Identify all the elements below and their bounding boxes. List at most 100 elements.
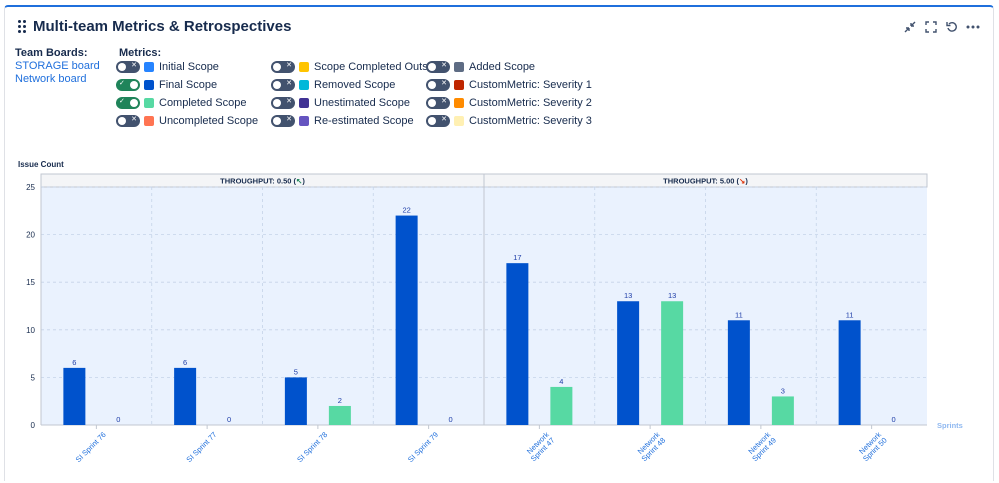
metric-toggle[interactable]: ✕ <box>116 115 140 127</box>
collapse-icon[interactable] <box>901 18 919 36</box>
x-tick-label: NetworkSprint 48 <box>634 430 667 463</box>
refresh-icon[interactable] <box>943 18 961 36</box>
bar-final-scope <box>284 377 307 425</box>
metric-custommetric-severity-1: ✕ CustomMetric: Severity 1 <box>426 77 592 93</box>
metric-final-scope: ✓ Final Scope <box>116 77 217 93</box>
bar-final-scope <box>838 320 861 425</box>
y-tick-label: 25 <box>26 183 35 192</box>
metric-color-swatch <box>144 62 154 72</box>
metric-unestimated-scope: ✕ Unestimated Scope <box>271 95 410 111</box>
close-icon: ✕ <box>441 116 447 123</box>
bar-final-scope <box>63 367 86 425</box>
bar-final-scope <box>395 215 418 425</box>
metric-toggle[interactable]: ✓ <box>116 79 140 91</box>
metric-color-swatch <box>144 116 154 126</box>
x-tick-label: NetworkSprint 50 <box>855 430 888 463</box>
bar-data-label: 11 <box>846 310 854 319</box>
metric-custommetric-severity-3: ✕ CustomMetric: Severity 3 <box>426 113 592 129</box>
throughput-label: THROUGHPUT: 0.50 (↖) <box>220 177 305 186</box>
metric-color-swatch <box>454 80 464 90</box>
bar-data-label: 0 <box>116 415 120 424</box>
metric-toggle[interactable]: ✕ <box>271 115 295 127</box>
bar-data-label: 0 <box>892 415 896 424</box>
metric-toggle[interactable]: ✕ <box>271 79 295 91</box>
close-icon: ✕ <box>286 98 292 105</box>
metric-toggle[interactable]: ✕ <box>426 79 450 91</box>
bar-data-label: 0 <box>449 415 453 424</box>
bar-final-scope <box>727 320 750 425</box>
metric-label: CustomMetric: Severity 1 <box>469 79 592 91</box>
x-tick-label: SI Sprint 76 <box>74 430 108 464</box>
close-icon: ✕ <box>286 80 292 87</box>
issue-count-chart: THROUGHPUT: 0.50 (↖) THROUGHPUT: 5.00 (↘)… <box>26 173 963 464</box>
metric-color-swatch <box>299 62 309 72</box>
metric-toggle[interactable]: ✕ <box>116 61 140 73</box>
metric-scope-completed-outside: ✕ Scope Completed Outside <box>271 59 442 75</box>
metric-added-scope: ✕ Added Scope <box>426 59 535 75</box>
metric-toggle[interactable]: ✕ <box>426 115 450 127</box>
metric-color-swatch <box>299 98 309 108</box>
close-icon: ✕ <box>441 80 447 87</box>
bar-completed-scope <box>328 405 351 425</box>
metric-label: CustomMetric: Severity 2 <box>469 97 592 109</box>
metric-label: Completed Scope <box>159 97 247 109</box>
bar-data-label: 3 <box>781 386 785 395</box>
metrics-panel: Multi-team Metrics & Retrospectives Team… <box>4 5 994 481</box>
bar-data-label: 2 <box>338 396 342 405</box>
team-boards-title: Team Boards: <box>15 47 88 59</box>
panel-header: Multi-team Metrics & Retrospectives <box>5 7 993 47</box>
metric-label: Added Scope <box>469 61 536 73</box>
metric-re-estimated-scope: ✕ Re-estimated Scope <box>271 113 414 129</box>
metric-label: CustomMetric: Severity 3 <box>469 115 592 127</box>
metric-initial-scope: ✕ Initial Scope <box>116 59 219 75</box>
close-icon: ✕ <box>441 62 447 69</box>
fullscreen-icon[interactable] <box>922 18 940 36</box>
bar-final-scope <box>617 301 640 425</box>
throughput-label: THROUGHPUT: 5.00 (↘) <box>663 177 748 186</box>
bar-data-label: 6 <box>72 358 76 367</box>
metric-color-swatch <box>454 62 464 72</box>
bar-data-label: 0 <box>227 415 231 424</box>
close-icon: ✕ <box>131 116 137 123</box>
metric-label: Final Scope <box>159 79 218 91</box>
board-link-network[interactable]: Network board <box>15 73 87 85</box>
y-tick-label: 5 <box>31 373 36 382</box>
bar-data-label: 6 <box>183 358 187 367</box>
close-icon: ✕ <box>441 98 447 105</box>
x-axis-label: Sprints <box>937 421 963 430</box>
x-tick-label: NetworkSprint 47 <box>523 430 556 463</box>
metric-label: Uncompleted Scope <box>159 115 259 127</box>
board-link-storage[interactable]: STORAGE board <box>15 60 100 72</box>
bar-completed-scope <box>661 301 684 425</box>
x-tick-label: SI Sprint 79 <box>406 430 440 464</box>
metric-color-swatch <box>299 116 309 126</box>
metric-label: Unestimated Scope <box>314 97 410 109</box>
panel-title: Multi-team Metrics & Retrospectives <box>33 18 292 35</box>
y-axis-label: Issue Count <box>18 160 64 169</box>
metric-removed-scope: ✕ Removed Scope <box>271 77 395 93</box>
x-tick-label: SI Sprint 77 <box>184 430 218 464</box>
bar-data-label: 17 <box>513 253 521 262</box>
metric-toggle[interactable]: ✕ <box>271 61 295 73</box>
metric-color-swatch <box>454 116 464 126</box>
metric-label: Removed Scope <box>314 79 396 91</box>
y-tick-label: 15 <box>26 278 35 287</box>
metric-custommetric-severity-2: ✕ CustomMetric: Severity 2 <box>426 95 592 111</box>
close-icon: ✕ <box>286 116 292 123</box>
check-icon: ✓ <box>119 98 125 105</box>
x-tick-label: NetworkSprint 49 <box>745 430 778 463</box>
close-icon: ✕ <box>131 62 137 69</box>
more-icon[interactable] <box>964 18 982 36</box>
metric-label: Initial Scope <box>159 61 219 73</box>
bar-data-label: 22 <box>402 206 410 215</box>
drag-handle-icon[interactable] <box>18 20 28 34</box>
metric-toggle[interactable]: ✕ <box>271 97 295 109</box>
metric-label: Scope Completed Outside <box>314 61 443 73</box>
bar-completed-scope <box>771 396 794 425</box>
metric-toggle[interactable]: ✕ <box>426 97 450 109</box>
bar-final-scope <box>506 263 529 425</box>
metric-toggle[interactable]: ✕ <box>426 61 450 73</box>
y-tick-label: 10 <box>26 326 35 335</box>
bar-completed-scope <box>550 386 573 425</box>
metric-toggle[interactable]: ✓ <box>116 97 140 109</box>
